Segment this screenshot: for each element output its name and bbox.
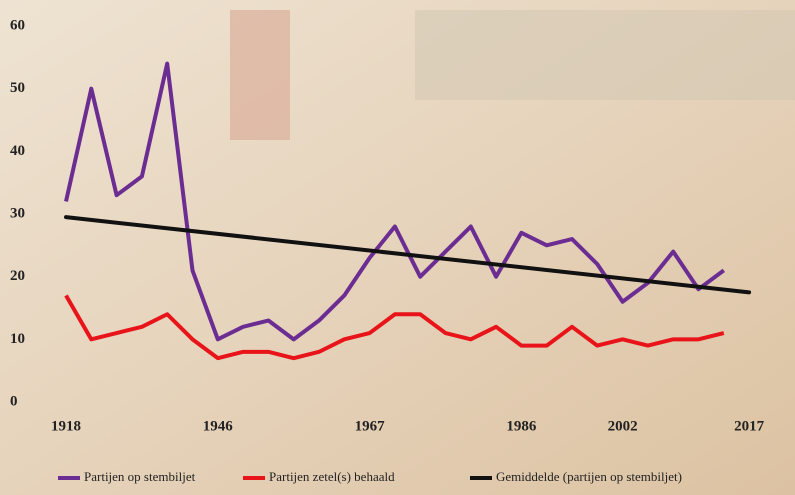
x-tick-label: 2017 [734, 418, 765, 434]
x-tick-label: 1918 [51, 418, 81, 434]
x-tick-label: 1946 [203, 418, 234, 434]
legend-label: Partijen op stembiljet [84, 469, 196, 484]
chart: 0 10 20 30 40 50 60 1918 1946 1967 1986 2002 2017 Par… [0, 0, 795, 495]
y-tick-label: 0 [10, 393, 18, 409]
y-tick-label: 10 [10, 331, 25, 347]
x-tick-label: 2002 [608, 418, 638, 434]
page: {"chart_data": {"type": "line", "categor… [0, 0, 795, 495]
background-detail [415, 10, 795, 100]
y-tick-label: 30 [10, 205, 25, 221]
y-tick-label: 40 [10, 143, 25, 159]
y-tick-label: 50 [10, 80, 25, 96]
y-tick-label: 60 [10, 17, 25, 33]
legend-label: Partijen zetel(s) behaald [269, 469, 395, 484]
y-tick-label: 20 [10, 268, 25, 284]
background-detail [230, 10, 290, 140]
x-tick-label: 1986 [506, 418, 537, 434]
x-tick-label: 1967 [355, 418, 386, 434]
legend-label: Gemiddelde (partijen op stembiljet) [496, 469, 682, 484]
